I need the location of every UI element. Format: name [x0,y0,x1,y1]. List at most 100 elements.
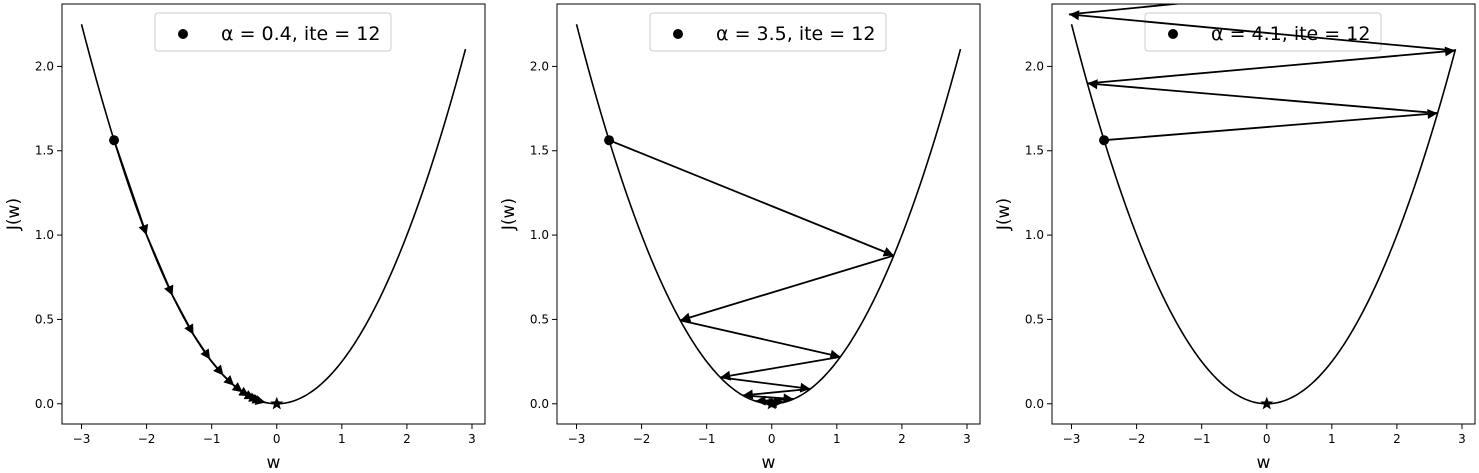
x-tick-label: −2 [633,432,651,446]
x-ticks: −3 −2 −1 0 1 2 3 [1063,424,1466,446]
descent-path [1068,4,1456,410]
x-tick-label: 1 [1328,432,1336,446]
legend: α = 3.5, ite = 12 [649,12,887,52]
step-arrowhead [213,364,224,376]
y-tick-label: 1.5 [530,144,549,158]
loss-curve [575,24,962,405]
x-tick-label: −3 [1063,432,1081,446]
step-segment [680,319,841,358]
x-tick-label: 1 [833,432,841,446]
y-ticks: 0.0 0.5 1.0 1.5 2.0 [35,59,62,411]
step-segment [1068,4,1184,16]
loss-curve [1070,24,1457,405]
subplot-1: −3 −2 −1 0 1 2 3 0.0 0.5 1.0 1.5 2.0 w J(w) α = 0.… [4,3,486,473]
x-tick-label: 0 [1263,432,1271,446]
subplot-3: −3 −2 −1 0 1 2 3 0.0 0.5 1.0 1.5 2.0 w J(w) α = 4.… [994,3,1476,473]
minimum-star [1260,396,1274,410]
y-tick-label: 1.0 [35,228,54,242]
x-tick-label: 2 [403,432,411,446]
y-tick-label: 0.5 [35,312,54,326]
legend-label: α = 3.5, ite = 12 [716,23,875,45]
x-ticks: −3 −2 −1 0 1 2 3 [568,424,971,446]
step-arrowhead [184,323,194,335]
y-tick-label: 0.0 [35,397,54,411]
x-tick-label: −2 [1128,432,1146,446]
y-tick-label: 2.0 [1025,59,1044,73]
y-axis-label: J(w) [4,198,24,231]
x-tick-label: 2 [1393,432,1401,446]
step-segment [679,254,895,322]
y-tick-label: 1.0 [530,228,549,242]
y-tick-label: 2.0 [35,59,54,73]
legend-marker [673,29,683,39]
step-arrowhead [882,247,894,257]
minimum-star [270,396,284,410]
y-tick-label: 1.0 [1025,228,1044,242]
step-segment [1087,82,1438,115]
x-ticks: −3 −2 −1 0 1 2 3 [73,424,476,446]
step-segment [742,388,811,397]
step-segment [608,139,895,257]
start-point [604,135,615,146]
x-tick-label: 3 [468,432,476,446]
descent-path [109,135,284,410]
x-tick-label: −3 [73,432,91,446]
step-arrowhead [231,382,243,393]
y-axis-label: J(w) [994,198,1014,231]
y-tick-label: 0.0 [1025,397,1044,411]
step-arrowhead [1087,79,1098,90]
step-segment [1068,13,1456,52]
x-tick-label: 0 [273,432,281,446]
x-tick-label: −2 [138,432,156,446]
plot-frame [1051,3,1476,425]
legend-box [154,12,392,52]
legend-box [649,12,887,52]
y-tick-label: 1.5 [35,144,54,158]
y-ticks: 0.0 0.5 1.0 1.5 2.0 [530,59,557,411]
legend-marker [1168,29,1178,39]
legend-label: α = 0.4, ite = 12 [221,23,380,45]
step-segment [720,376,811,390]
step-arrowhead [680,312,692,323]
start-point [1099,135,1110,146]
legend-label: α = 4.1, ite = 12 [1211,23,1370,45]
x-tick-label: 1 [338,432,346,446]
subplot-2: −3 −2 −1 0 1 2 3 0.0 0.5 1.0 1.5 2.0 w J(w) α = 3.… [499,3,981,473]
y-axis-label: J(w) [499,198,519,231]
legend: α = 4.1, ite = 12 [1168,23,1370,45]
step-arrowhead [742,389,754,400]
y-tick-label: 1.5 [1025,144,1044,158]
descent-path [604,135,895,410]
step-arrowhead [1069,10,1080,21]
step-arrowhead [164,284,174,296]
plot-frame [556,3,981,425]
y-ticks: 0.0 0.5 1.0 1.5 2.0 [1025,59,1052,411]
x-axis-label: w [762,453,776,473]
step-segment [1087,49,1456,85]
y-tick-label: 0.5 [1025,312,1044,326]
step-arrowhead [254,395,266,405]
minimum-star [765,396,779,410]
step-arrowhead [200,348,211,360]
x-axis-label: w [267,453,281,473]
legend: α = 0.4, ite = 12 [154,12,392,52]
y-tick-label: 0.5 [530,312,549,326]
step-segment [720,355,841,379]
y-tick-label: 2.0 [530,59,549,73]
plot-frame [61,3,486,425]
x-axis-label: w [1257,453,1271,473]
step-arrowhead [1427,109,1438,119]
step-arrowhead [223,375,235,386]
x-tick-label: −1 [203,432,221,446]
step-segment [1103,112,1438,142]
x-tick-label: 3 [1458,432,1466,446]
step-segment [145,234,174,297]
x-tick-label: 0 [768,432,776,446]
x-tick-label: 3 [963,432,971,446]
start-point [109,135,120,146]
step-arrowhead [138,224,149,236]
x-tick-label: −3 [568,432,586,446]
step-arrowhead [783,393,794,404]
legend-marker [178,29,188,39]
